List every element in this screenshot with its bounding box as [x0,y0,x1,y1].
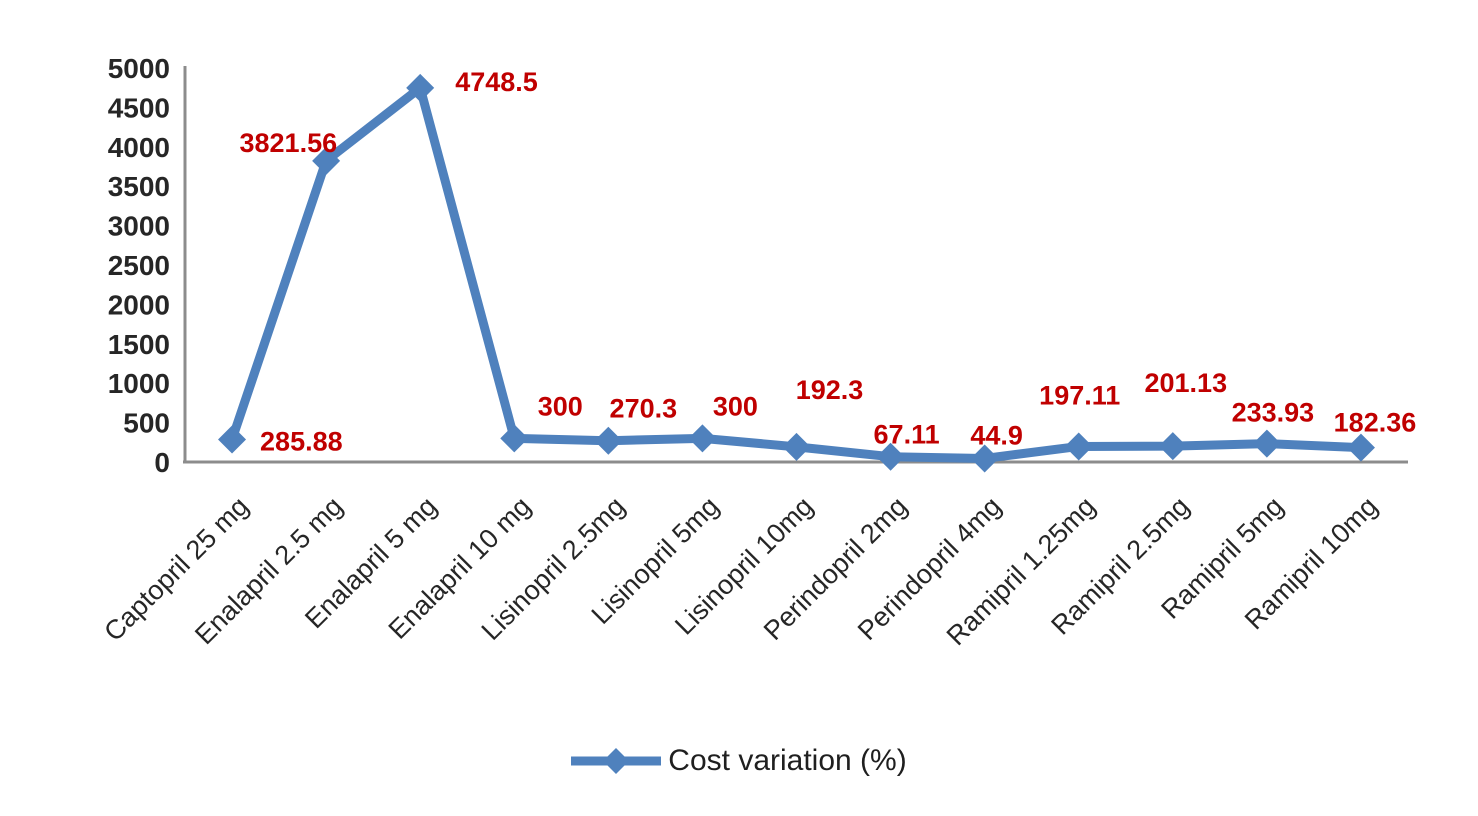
data-point-marker [406,73,435,102]
data-point-marker [1158,432,1187,461]
legend-line-marker-icon [571,748,662,774]
data-label: 3821.56 [240,128,338,158]
data-point-marker [876,442,905,471]
data-label: 233.93 [1232,398,1315,428]
data-point-marker [970,444,999,473]
data-point-marker [1252,429,1281,458]
y-tick-label: 1000 [108,368,170,399]
data-point-marker [218,425,247,454]
y-tick-label: 4000 [108,132,170,163]
data-label: 201.13 [1145,368,1228,398]
data-point-marker [312,146,341,175]
data-point-marker [1064,432,1093,461]
data-label: 192.3 [796,375,864,405]
y-tick-label: 500 [123,408,170,439]
data-point-marker [782,432,811,461]
y-tick-label: 0 [154,447,170,478]
data-label: 4748.5 [455,67,538,97]
data-label: 285.88 [260,426,343,456]
data-label: 67.11 [874,420,940,450]
data-label: 270.3 [610,394,678,424]
data-label: 300 [713,391,758,421]
data-point-marker [500,424,529,453]
data-label: 44.9 [970,420,1023,450]
legend-label: Cost variation (%) [668,744,907,777]
chart-legend: Cost variation (%) [0,744,1478,778]
y-tick-label: 2500 [108,250,170,281]
data-label: 300 [538,391,583,421]
y-tick-label: 3000 [108,211,170,242]
y-tick-label: 3500 [108,171,170,202]
y-tick-label: 5000 [108,53,170,84]
y-tick-label: 4500 [108,92,170,123]
y-tick-label: 1500 [108,329,170,360]
data-label: 182.36 [1334,408,1417,438]
data-point-marker [688,424,717,453]
data-point-marker [594,426,623,455]
data-label: 197.11 [1039,380,1120,410]
y-tick-label: 2000 [108,289,170,320]
data-point-marker [1346,433,1375,462]
